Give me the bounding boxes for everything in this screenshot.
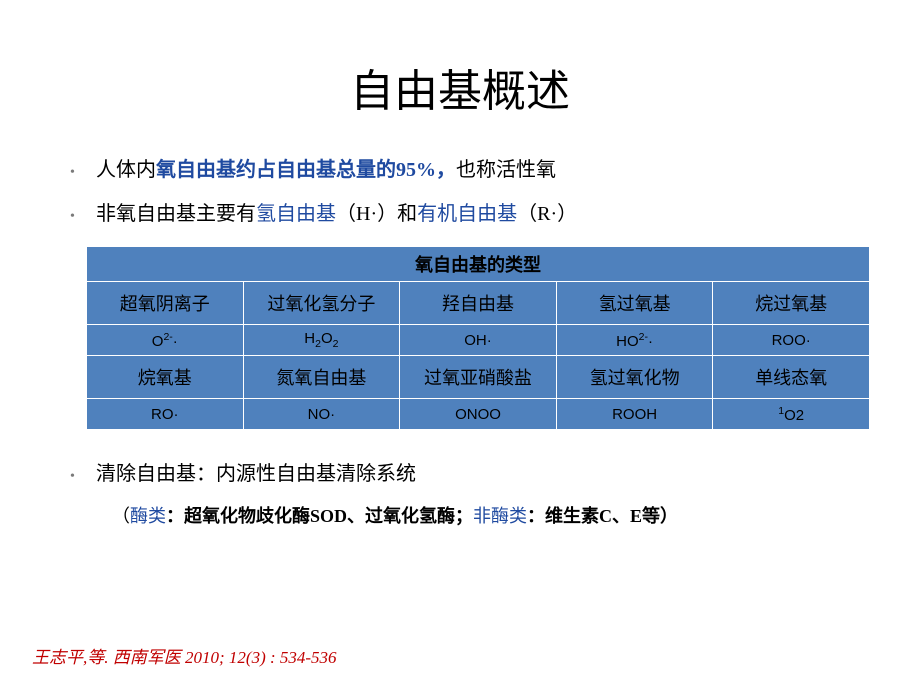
bullet-list-2: • 清除自由基：内源性自由基清除系统	[0, 458, 920, 490]
highlight-text: 酶类	[130, 506, 166, 526]
table-row: RO· NO· ONOO ROOH 1O2	[87, 399, 870, 430]
table-row: 超氧阴离子 过氧化氢分子 羟自由基 氢过氧基 烷过氧基	[87, 282, 870, 325]
text-fragment: （H·）和	[336, 203, 417, 225]
table-cell: HO2-·	[556, 325, 713, 356]
citation: 王志平,等. 西南军医 2010; 12(3) : 534-536	[32, 643, 337, 668]
bullet-dot-icon: •	[70, 206, 76, 228]
table-cell: ONOO	[400, 399, 557, 430]
table-cell: ROO·	[713, 325, 870, 356]
table-cell: OH·	[400, 325, 557, 356]
bullet-text-3: 清除自由基：内源性自由基清除系统	[96, 458, 416, 490]
table-cell: 羟自由基	[400, 282, 557, 325]
table-cell: ROOH	[556, 399, 713, 430]
slide-title: 自由基概述	[0, 0, 920, 154]
bullet-text-1: 人体内氧自由基约占自由基总量的95%，也称活性氧	[96, 154, 556, 186]
table-cell: RO·	[87, 399, 244, 430]
table-cell: 过氧化氢分子	[243, 282, 400, 325]
bullet-item-1: • 人体内氧自由基约占自由基总量的95%，也称活性氧	[70, 154, 870, 186]
bullet-item-2: • 非氧自由基主要有氢自由基（H·）和有机自由基（R·）	[70, 198, 870, 230]
table-cell: 烷过氧基	[713, 282, 870, 325]
text-fragment: 非氧自由基主要有	[96, 203, 256, 225]
table-cell: O2-·	[87, 325, 244, 356]
bullet-dot-icon: •	[70, 162, 76, 184]
table-cell: 过氧亚硝酸盐	[400, 356, 557, 399]
text-fragment: 人体内	[96, 159, 156, 181]
bullet-text-2: 非氧自由基主要有氢自由基（H·）和有机自由基（R·）	[96, 198, 577, 230]
table-cell: H2O2	[243, 325, 400, 356]
table-cell: NO·	[243, 399, 400, 430]
bullet-dot-icon: •	[70, 466, 76, 488]
text-fragment: ：超氧化物歧化酶SOD、过氧化氢酶；	[166, 506, 473, 526]
bullet-list: • 人体内氧自由基约占自由基总量的95%，也称活性氧 • 非氧自由基主要有氢自由…	[0, 154, 920, 230]
table-cell: 氢过氧基	[556, 282, 713, 325]
table-header-row: 氧自由基的类型	[87, 247, 870, 282]
table-header: 氧自由基的类型	[87, 247, 870, 282]
table-cell: 氢过氧化物	[556, 356, 713, 399]
table-cell: 1O2	[713, 399, 870, 430]
highlight-text: 氢自由基	[256, 203, 336, 225]
table-row: 烷氧基 氮氧自由基 过氧亚硝酸盐 氢过氧化物 单线态氧	[87, 356, 870, 399]
highlight-text: 有机自由基	[417, 203, 517, 225]
sub-line: （酶类：超氧化物歧化酶SOD、过氧化氢酶；非酶类：维生素C、E等）	[0, 502, 920, 531]
table-cell: 单线态氧	[713, 356, 870, 399]
text-fragment: 也称活性氧	[456, 159, 556, 181]
text-fragment: （	[112, 506, 130, 526]
text-fragment: ：维生素C、E等）	[527, 506, 678, 526]
highlight-text: 氧自由基约占自由基总量的95%，	[156, 159, 456, 181]
table-cell: 氮氧自由基	[243, 356, 400, 399]
highlight-text: 非酶类	[473, 506, 527, 526]
data-table: 氧自由基的类型 超氧阴离子 过氧化氢分子 羟自由基 氢过氧基 烷过氧基 O2-·…	[86, 246, 870, 430]
text-fragment: （R·）	[517, 203, 577, 225]
bullet-item-3: • 清除自由基：内源性自由基清除系统	[70, 458, 870, 490]
table-row: O2-· H2O2 OH· HO2-· ROO·	[87, 325, 870, 356]
table-cell: 烷氧基	[87, 356, 244, 399]
radical-types-table: 氧自由基的类型 超氧阴离子 过氧化氢分子 羟自由基 氢过氧基 烷过氧基 O2-·…	[86, 246, 870, 430]
table-cell: 超氧阴离子	[87, 282, 244, 325]
